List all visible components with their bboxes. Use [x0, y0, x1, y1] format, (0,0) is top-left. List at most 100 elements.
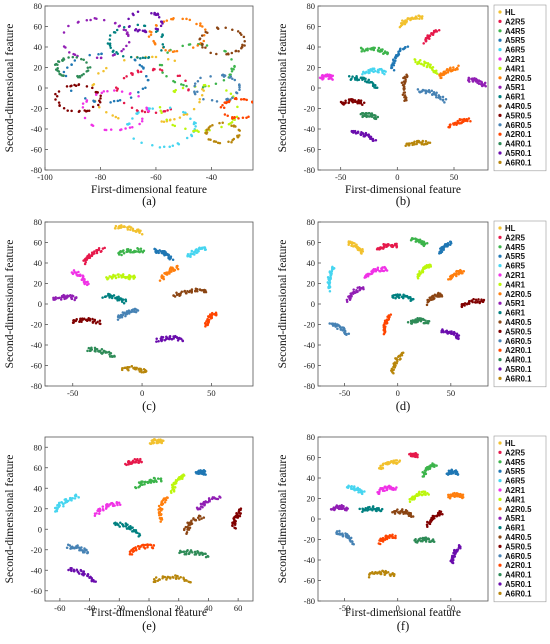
scatter-point	[82, 58, 85, 61]
scatter-point	[72, 52, 75, 56]
scatter-point	[87, 282, 90, 286]
scatter-point	[62, 504, 65, 508]
scatter-point	[352, 245, 355, 248]
scatter-point	[155, 340, 158, 343]
scatter-point	[171, 268, 175, 271]
scatter-point	[255, 105, 258, 108]
scatter-point	[105, 351, 109, 354]
x-axis-label: First-dimensional feature	[345, 184, 461, 196]
scatter-point	[101, 505, 105, 508]
scatter-point	[403, 96, 406, 99]
scatter-point	[171, 483, 175, 487]
y-tick-label: 0	[311, 514, 315, 524]
scatter-point	[146, 543, 149, 546]
y-axis-label: Second-dimensional feature	[277, 24, 289, 153]
scatter-point	[100, 52, 103, 56]
scatter-point	[360, 50, 363, 53]
legend-entry: A4R0.1	[505, 356, 532, 365]
scatter-point	[124, 299, 128, 303]
legend-marker	[498, 563, 502, 567]
y-tick-label: -40	[31, 124, 42, 134]
scatter-point	[460, 269, 463, 273]
cluster-11	[182, 514, 206, 535]
scatter-point	[182, 113, 186, 116]
scatter-point	[184, 111, 187, 114]
legend-entry: A2R0.1	[505, 130, 532, 139]
scatter-point	[355, 243, 358, 246]
scatter-point	[127, 463, 130, 466]
legend-marker	[498, 348, 502, 352]
x-tick-label: -80	[95, 172, 106, 182]
scatter-point	[452, 66, 455, 69]
scatter-point	[387, 314, 391, 317]
x-tick-label: 0	[396, 603, 400, 613]
scatter-point	[406, 45, 410, 48]
scatter-point	[168, 337, 171, 341]
scatter-point	[177, 292, 181, 296]
scatter-point	[157, 438, 160, 441]
scatter-point	[157, 251, 160, 254]
scatter-point	[92, 99, 95, 103]
scatter-point	[404, 20, 408, 23]
scatter-point	[156, 477, 160, 480]
scatter-point	[408, 500, 412, 504]
scatter-point	[144, 56, 147, 60]
scatter-point	[73, 298, 76, 302]
scatter-point	[157, 340, 160, 343]
scatter-point	[135, 548, 138, 552]
scatter-point	[74, 493, 78, 497]
scatter-point	[440, 295, 444, 298]
scatter-point	[97, 72, 100, 75]
scatter-point	[245, 98, 248, 102]
scatter-point	[151, 107, 154, 110]
legend-entry: A6R1	[505, 524, 526, 533]
scatter-point	[393, 61, 396, 65]
scatter-point	[235, 97, 238, 101]
cluster-14	[377, 533, 397, 546]
scatter-point	[90, 348, 94, 351]
scatter-point	[196, 44, 199, 47]
scatter-point	[385, 269, 389, 272]
scatter-point	[421, 318, 425, 321]
scatter-point	[136, 458, 139, 461]
scatter-point	[461, 496, 465, 499]
scatter-point	[435, 514, 438, 518]
scatter-point	[402, 293, 405, 297]
scatter-point	[427, 320, 431, 323]
scatter-point	[420, 62, 423, 66]
scatter-point	[384, 485, 387, 489]
scatter-point	[419, 272, 422, 275]
scatter-point	[151, 55, 154, 59]
scatter-point	[155, 480, 158, 484]
scatter-point	[185, 530, 189, 534]
scatter-point	[328, 290, 332, 293]
scatter-point	[198, 100, 201, 104]
scatter-point	[335, 530, 339, 533]
scatter-point	[122, 26, 126, 29]
scatter-point	[473, 300, 477, 304]
cluster-8	[447, 268, 466, 281]
scatter-point	[125, 527, 129, 530]
scatter-point	[467, 117, 471, 120]
scatter-point	[204, 555, 208, 559]
scatter-points	[52, 224, 218, 374]
scatter-point	[426, 322, 430, 325]
scatter-point	[99, 509, 102, 512]
scatter-point	[236, 30, 240, 33]
scatter-point	[144, 86, 147, 89]
scatter-point	[364, 77, 367, 81]
scatter-point	[181, 339, 185, 343]
scatter-point	[88, 317, 92, 321]
scatter-point	[160, 440, 164, 443]
scatter-point	[351, 101, 355, 104]
scatter-point	[392, 293, 396, 297]
scatter-point	[394, 536, 397, 540]
y-tick-label: 60	[307, 453, 316, 463]
scatter-point	[468, 80, 471, 83]
scatter-point	[389, 486, 392, 490]
scatter-point	[133, 29, 137, 32]
scatter-point	[198, 246, 201, 249]
scatter-point	[392, 371, 395, 375]
legend-entry: A2R5	[505, 17, 526, 26]
scatter-point	[132, 549, 136, 553]
